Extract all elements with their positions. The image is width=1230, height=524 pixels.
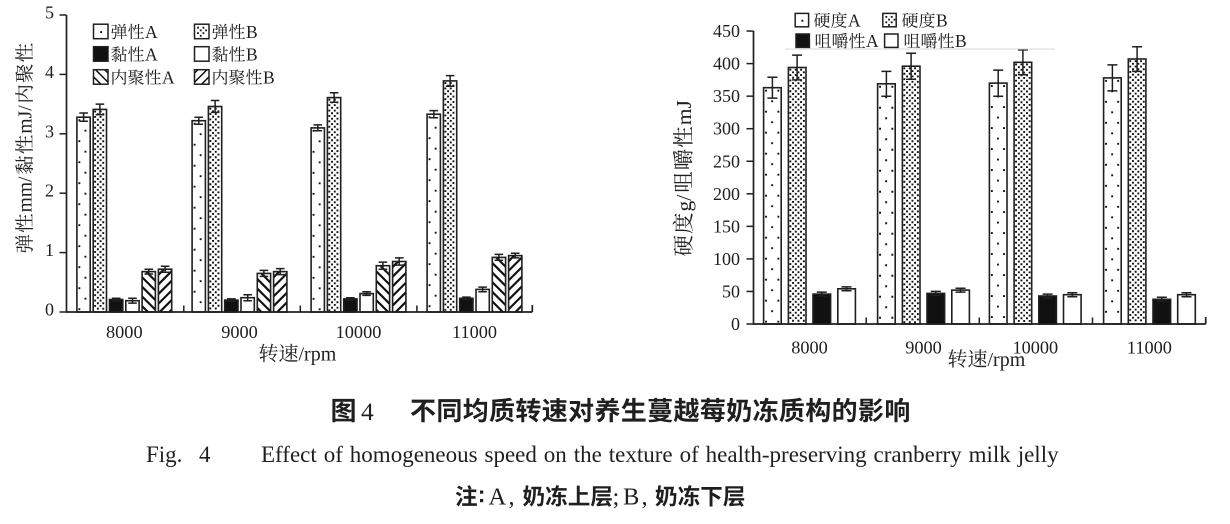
- svg-text:450: 450: [713, 21, 740, 41]
- svg-text:A: A: [848, 11, 861, 31]
- svg-text:mJ/: mJ/: [16, 105, 37, 134]
- svg-text:350: 350: [713, 86, 740, 106]
- svg-text:Fig.: Fig.: [146, 442, 182, 467]
- svg-text:10000: 10000: [336, 322, 382, 342]
- svg-text:4: 4: [361, 397, 374, 426]
- svg-text:B: B: [246, 22, 258, 42]
- svg-text:;: ;: [613, 484, 620, 511]
- svg-text:5: 5: [45, 3, 54, 23]
- svg-text:150: 150: [713, 216, 740, 236]
- svg-text:,: ,: [509, 484, 515, 511]
- svg-text:1: 1: [45, 240, 54, 260]
- svg-text:A: A: [145, 45, 158, 65]
- svg-text:50: 50: [722, 281, 740, 301]
- svg-text:100: 100: [713, 249, 740, 269]
- svg-text:0: 0: [731, 314, 740, 334]
- svg-text:A: A: [145, 22, 158, 42]
- svg-text:A: A: [162, 68, 175, 88]
- svg-text:,: ,: [642, 484, 648, 511]
- svg-text:400: 400: [713, 54, 740, 74]
- svg-text:0: 0: [45, 300, 54, 320]
- svg-text:B: B: [623, 484, 639, 511]
- svg-text:11000: 11000: [1127, 338, 1172, 358]
- svg-text:Effect of homogeneous speed on: Effect of homogeneous speed on the textu…: [261, 442, 1059, 467]
- svg-text:9000: 9000: [221, 322, 258, 342]
- svg-text:B: B: [246, 45, 258, 65]
- svg-text:mJ: mJ: [672, 100, 696, 125]
- svg-text:11000: 11000: [452, 322, 497, 342]
- svg-text:10000: 10000: [1012, 338, 1058, 358]
- svg-text:8000: 8000: [791, 338, 828, 358]
- svg-text:200: 200: [713, 184, 740, 204]
- svg-text:4: 4: [199, 442, 211, 467]
- svg-text:B: B: [263, 68, 275, 88]
- svg-text:300: 300: [713, 119, 740, 139]
- svg-text:2: 2: [45, 181, 54, 201]
- svg-text:/rpm: /rpm: [299, 344, 337, 366]
- svg-text:250: 250: [713, 151, 740, 171]
- svg-text:B: B: [936, 11, 948, 31]
- svg-text:8000: 8000: [106, 322, 143, 342]
- svg-text:g/: g/: [672, 195, 696, 212]
- svg-text:mm/: mm/: [16, 176, 37, 212]
- svg-text:B: B: [955, 31, 967, 51]
- svg-text:3: 3: [45, 121, 54, 141]
- svg-text:9000: 9000: [905, 338, 942, 358]
- svg-text:/rpm: /rpm: [988, 349, 1026, 371]
- svg-text:A: A: [866, 31, 879, 51]
- svg-text:4: 4: [45, 62, 54, 82]
- svg-text:A: A: [489, 484, 507, 511]
